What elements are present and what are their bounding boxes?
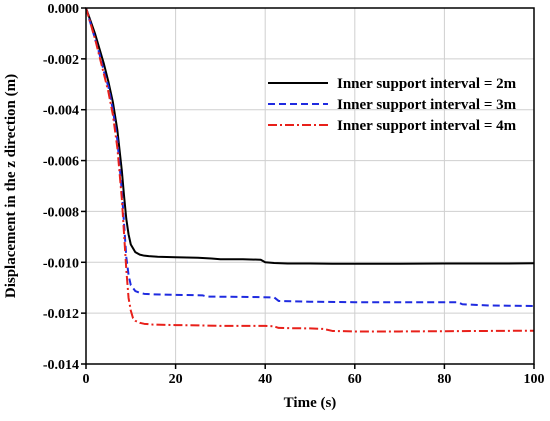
legend-label-2: Inner support interval = 3m — [337, 97, 517, 113]
x-tick-label: 0 — [83, 372, 90, 387]
series-line-3 — [85, 7, 535, 333]
y-axis-title: Displacement in the z direction (m) — [3, 74, 19, 298]
x-axis-title: Time (s) — [284, 395, 337, 411]
y-tick-label: -0.014 — [43, 358, 79, 373]
legend-label-1: Inner support interval = 2m — [337, 76, 517, 92]
x-tick-label: 60 — [348, 372, 362, 387]
legend-label-3: Inner support interval = 4m — [337, 118, 517, 134]
y-tick-label: -0.012 — [43, 307, 79, 322]
y-tick-label: -0.010 — [43, 256, 79, 271]
y-tick-label: -0.002 — [43, 53, 79, 68]
legend: Inner support interval = 2m Inner support… — [268, 76, 517, 134]
y-tick-label: -0.008 — [43, 205, 79, 220]
series-lines — [85, 7, 535, 333]
x-tick-label: 100 — [524, 372, 545, 387]
axis-ticks: 0 20 40 60 80 100 0.000 -0.002 -0.004 -0.006 -0.00… — [43, 2, 545, 387]
y-tick-label: 0.000 — [48, 2, 80, 17]
series-line-1 — [85, 7, 535, 265]
y-tick-label: -0.006 — [43, 155, 79, 170]
x-tick-label: 40 — [258, 372, 272, 387]
series-line-2 — [85, 7, 535, 308]
grid-lines — [86, 8, 534, 364]
y-tick-label: -0.004 — [43, 104, 79, 119]
x-tick-label: 80 — [437, 372, 451, 387]
x-tick-label: 20 — [169, 372, 183, 387]
plot-area-frame — [85, 7, 535, 365]
